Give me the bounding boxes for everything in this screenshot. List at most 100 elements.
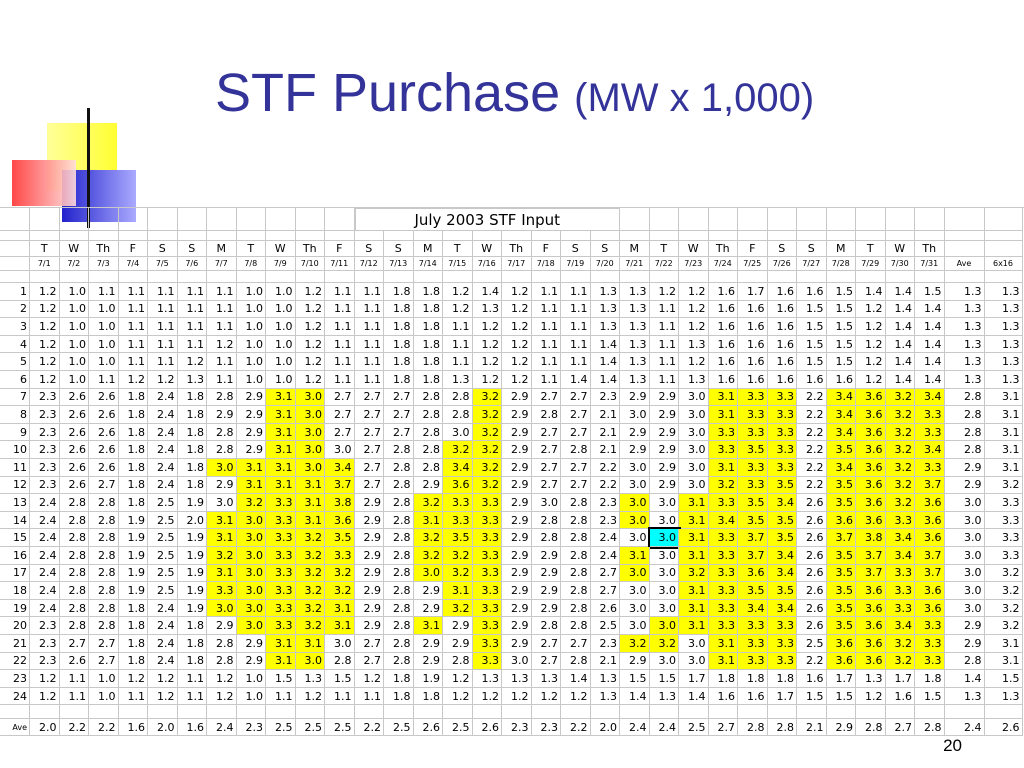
value-cell: 1.1	[266, 687, 296, 706]
value-cell: 3.3	[915, 423, 945, 442]
value-cell: 1.9	[118, 582, 148, 600]
value-cell: 3.0	[295, 406, 325, 424]
empty-cell	[649, 208, 679, 231]
row-label: 23	[0, 670, 30, 688]
empty-cell	[561, 705, 591, 720]
value-cell: 1.5	[826, 318, 856, 336]
empty-cell	[59, 208, 89, 231]
value-cell: 1.0	[266, 283, 296, 301]
value-cell: 1.1	[443, 335, 473, 354]
value-cell: 2.8	[59, 564, 89, 583]
value-cell: 2.8	[384, 511, 414, 530]
average-cell: 2.3	[531, 719, 561, 737]
date-header: 7/19	[561, 257, 591, 271]
value-cell: 3.3	[738, 459, 768, 477]
weekday-header: M	[620, 241, 650, 257]
value-cell: 3.2	[413, 529, 443, 547]
average-cell: 2.3	[236, 719, 266, 737]
value-cell: 3.4	[885, 529, 915, 547]
value-cell: 3.4	[767, 564, 797, 583]
date-header: 7/25	[738, 257, 768, 271]
average-cell: 2.7	[885, 719, 915, 737]
value-cell: 2.7	[384, 406, 414, 424]
weekday-header: Th	[708, 241, 738, 257]
value-cell: 1.3	[590, 283, 620, 301]
value-cell: 1.3	[590, 318, 620, 336]
value-cell: 2.8	[531, 406, 561, 424]
empty-cell	[384, 271, 414, 283]
empty-cell	[0, 705, 30, 720]
value-cell: 2.4	[30, 599, 60, 618]
value-cell: 1.0	[236, 371, 266, 389]
value-cell: 2.9	[649, 459, 679, 477]
value-cell: 2.9	[236, 406, 266, 424]
empty-cell	[561, 231, 591, 241]
average-cell: 2.0	[30, 719, 60, 737]
value-cell: 3.3	[708, 441, 738, 459]
value-cell: 1.0	[266, 353, 296, 371]
empty-cell	[207, 231, 237, 241]
value-cell: 3.5	[826, 441, 856, 459]
value-cell: 2.7	[354, 635, 384, 653]
average-cell: 2.5	[443, 719, 473, 737]
value-cell: 1.8	[413, 283, 443, 301]
value-cell: 3.6	[738, 564, 768, 583]
value-cell: 3.2	[472, 459, 502, 477]
empty-cell	[708, 231, 738, 241]
value-cell: 1.2	[295, 300, 325, 319]
value-cell: 2.9	[620, 423, 650, 442]
value-cell: 1.2	[502, 687, 532, 706]
empty-cell	[679, 271, 709, 283]
value-cell: 2.8	[561, 441, 591, 459]
value-cell: 2.9	[354, 582, 384, 600]
date-header: 7/6	[177, 257, 207, 271]
value-cell: 2.3	[590, 511, 620, 530]
value-cell: 1.3	[944, 300, 985, 319]
value-cell: 1.6	[767, 318, 797, 336]
value-cell: 3.3	[443, 511, 473, 530]
empty-cell	[30, 271, 60, 283]
average-cell: 2.0	[590, 719, 620, 737]
value-cell: 3.6	[856, 582, 886, 600]
value-cell: 1.8	[413, 335, 443, 354]
empty-cell	[502, 231, 532, 241]
value-cell: 3.2	[885, 406, 915, 424]
value-cell: 2.7	[384, 423, 414, 442]
value-cell: 2.8	[944, 441, 985, 459]
weekday-header: M	[826, 241, 856, 257]
value-cell: 1.4	[679, 687, 709, 706]
value-cell: 3.1	[679, 617, 709, 635]
value-cell: 2.4	[148, 388, 178, 407]
value-cell: 3.3	[708, 529, 738, 547]
value-cell: 1.3	[502, 670, 532, 688]
value-cell: 1.2	[148, 371, 178, 389]
value-cell: 1.4	[915, 318, 945, 336]
value-cell: 3.0	[679, 441, 709, 459]
value-cell: 3.2	[885, 494, 915, 512]
value-cell: 1.1	[89, 283, 119, 301]
value-cell: 2.9	[502, 476, 532, 495]
value-cell: 2.8	[443, 652, 473, 671]
average-cell: 2.2	[561, 719, 591, 737]
empty-cell	[856, 705, 886, 720]
empty-cell	[649, 231, 679, 241]
value-cell: 1.3	[679, 335, 709, 354]
empty-cell	[797, 271, 827, 283]
value-cell: 2.9	[502, 635, 532, 653]
value-cell: 3.1	[325, 617, 355, 635]
row-label: 1	[0, 283, 30, 301]
value-cell: 1.6	[708, 687, 738, 706]
value-cell: 1.3	[620, 300, 650, 319]
value-cell: 2.9	[413, 599, 443, 618]
value-cell: 1.3	[984, 300, 1023, 319]
row-label: 6	[0, 371, 30, 389]
empty-cell	[295, 231, 325, 241]
weekday-header: F	[325, 241, 355, 257]
value-cell: 1.1	[325, 687, 355, 706]
value-cell: 3.2	[295, 529, 325, 547]
value-cell: 3.3	[738, 388, 768, 407]
empty-cell	[885, 231, 915, 241]
value-cell: 3.0	[649, 494, 679, 512]
value-cell: 3.3	[885, 582, 915, 600]
value-cell: 1.8	[767, 670, 797, 688]
